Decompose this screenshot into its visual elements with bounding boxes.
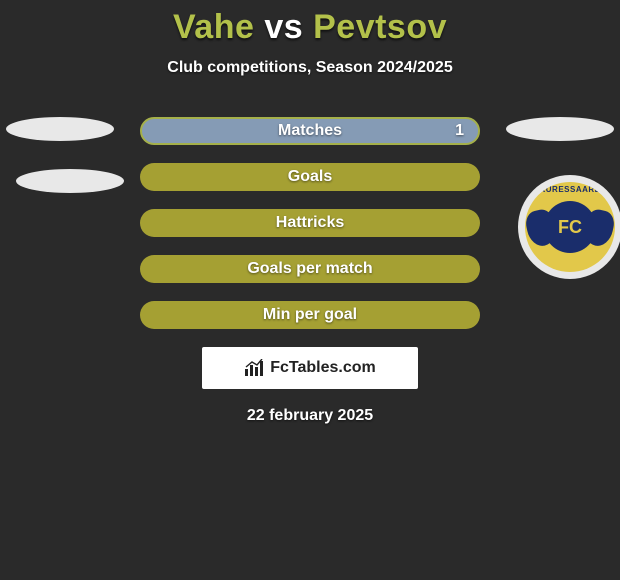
club-badge-inner: KURESSAARE FC: [525, 182, 615, 272]
stat-bar: Min per goal: [140, 301, 480, 329]
source-logo-text: FcTables.com: [270, 359, 376, 377]
decorative-ellipse-right: [506, 117, 614, 141]
club-badge-top-text: KURESSAARE: [539, 185, 600, 194]
chart-icon: [244, 359, 266, 377]
club-badge-wing-right: [582, 207, 615, 248]
content-root: Vahe vs Pevtsov Club competitions, Seaso…: [0, 0, 620, 425]
stat-bar: Goals: [140, 163, 480, 191]
club-badge-wings: [525, 210, 615, 250]
stat-value-right: 1: [455, 122, 464, 140]
stat-rows: KURESSAARE FC Matches 1 Goals Hattricks Goal…: [0, 117, 620, 329]
club-badge: KURESSAARE FC: [518, 175, 620, 279]
decorative-ellipse-left-1: [6, 117, 114, 141]
stat-bar: Goals per match: [140, 255, 480, 283]
title-player1: Vahe: [173, 8, 254, 46]
title-player2: Pevtsov: [313, 8, 447, 46]
stat-label: Hattricks: [276, 214, 344, 232]
stat-bar: Hattricks: [140, 209, 480, 237]
decorative-ellipse-left-2: [16, 169, 124, 193]
stat-label: Matches: [278, 122, 342, 140]
title-vs: vs: [264, 8, 303, 46]
stat-row: Min per goal: [0, 301, 620, 329]
date-label: 22 february 2025: [0, 407, 620, 425]
page-title: Vahe vs Pevtsov: [0, 0, 620, 47]
stat-label: Goals per match: [247, 260, 372, 278]
stat-label: Goals: [288, 168, 332, 186]
stat-bar: Matches 1: [140, 117, 480, 145]
source-logo: FcTables.com: [202, 347, 418, 389]
stat-row: Goals per match: [0, 255, 620, 283]
club-badge-wing-left: [525, 207, 558, 248]
stat-label: Min per goal: [263, 306, 357, 324]
subtitle: Club competitions, Season 2024/2025: [0, 59, 620, 77]
